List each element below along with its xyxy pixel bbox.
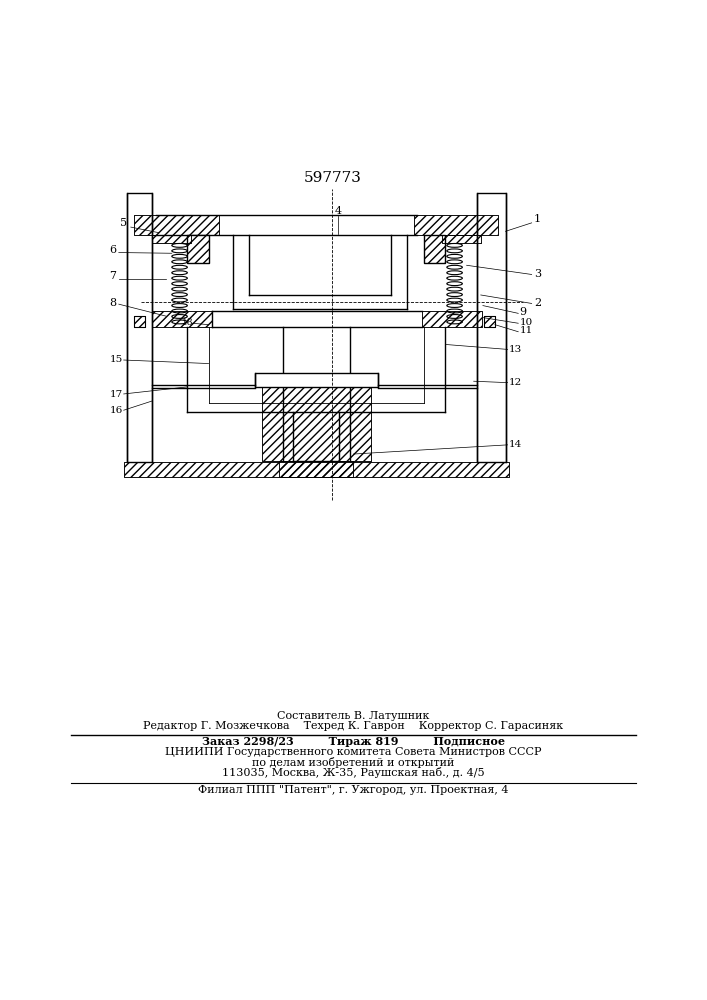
Bar [424, 235, 445, 263]
Bar [187, 235, 209, 263]
Text: Редактор Г. Мозжечкова    Техред К. Гаврон    Корректор С. Гарасиняк: Редактор Г. Мозжечкова Техред К. Гаврон … [144, 721, 563, 731]
Bar [477, 193, 506, 462]
Bar [442, 235, 481, 243]
Bar [134, 316, 145, 327]
Bar [187, 235, 209, 263]
Text: 3: 3 [534, 269, 541, 279]
Text: 5: 5 [120, 218, 127, 228]
Text: 18: 18 [182, 318, 194, 327]
Bar [484, 316, 495, 327]
Bar [134, 215, 219, 235]
Text: 9: 9 [520, 307, 527, 317]
Bar [484, 316, 495, 327]
Bar [152, 235, 191, 243]
Text: 17: 17 [110, 390, 123, 399]
Bar [262, 387, 371, 461]
Text: ЦНИИПИ Государственного комитета Совета Министров СССР: ЦНИИПИ Государственного комитета Совета … [165, 747, 542, 757]
Text: 11: 11 [520, 326, 533, 335]
Bar [127, 193, 152, 462]
Text: 16: 16 [110, 406, 123, 415]
Text: 13: 13 [509, 345, 522, 354]
Text: Составитель В. Латушник: Составитель В. Латушник [277, 711, 430, 721]
Text: 597773: 597773 [303, 171, 361, 185]
Bar [152, 311, 212, 327]
Bar [124, 462, 509, 477]
Bar [134, 316, 145, 327]
Bar [424, 235, 445, 263]
Bar [152, 235, 191, 243]
Text: Филиал ППП "Патент", г. Ужгород, ул. Проектная, 4: Филиал ППП "Патент", г. Ужгород, ул. Про… [198, 785, 509, 795]
Bar [484, 316, 495, 327]
Text: по делам изобретений и открытий: по делам изобретений и открытий [252, 757, 455, 768]
Text: 4: 4 [334, 206, 341, 216]
Bar [422, 311, 482, 327]
Text: Заказ 2298/23         Тираж 819         Подписное: Заказ 2298/23 Тираж 819 Подписное [202, 736, 505, 747]
Bar [124, 462, 509, 477]
Bar [414, 215, 498, 235]
Text: 6: 6 [110, 245, 117, 255]
Bar [134, 215, 219, 235]
Bar [152, 311, 212, 327]
Bar [424, 235, 445, 263]
Text: 1: 1 [534, 214, 541, 224]
Text: 7: 7 [110, 271, 117, 281]
Text: 2: 2 [534, 298, 541, 308]
Bar [187, 235, 209, 263]
Bar [134, 316, 145, 327]
Text: 113035, Москва, Ж-35, Раушская наб., д. 4/5: 113035, Москва, Ж-35, Раушская наб., д. … [222, 767, 485, 778]
Bar [422, 311, 482, 327]
Bar [279, 461, 354, 477]
Text: 10: 10 [520, 318, 533, 327]
Bar [255, 373, 378, 387]
Text: 12: 12 [509, 378, 522, 387]
Text: 15: 15 [110, 355, 123, 364]
Text: 8: 8 [110, 298, 117, 308]
Bar [262, 387, 371, 461]
Bar [414, 215, 498, 235]
Bar [442, 235, 481, 243]
Bar [279, 461, 354, 477]
Text: 14: 14 [509, 440, 522, 449]
